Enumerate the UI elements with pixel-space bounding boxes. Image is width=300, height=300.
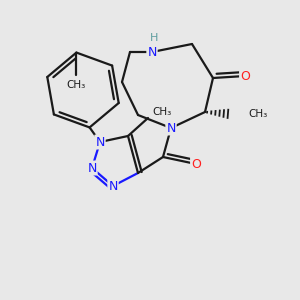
Text: CH₃: CH₃ <box>67 80 86 90</box>
Text: N: N <box>147 46 157 59</box>
Text: O: O <box>191 158 201 170</box>
Text: N: N <box>95 136 105 148</box>
Text: H: H <box>150 33 158 43</box>
Text: CH₃: CH₃ <box>152 107 171 117</box>
Text: N: N <box>166 122 176 134</box>
Text: N: N <box>108 179 118 193</box>
Text: CH₃: CH₃ <box>248 109 267 119</box>
Text: O: O <box>240 70 250 83</box>
Text: N: N <box>87 161 97 175</box>
